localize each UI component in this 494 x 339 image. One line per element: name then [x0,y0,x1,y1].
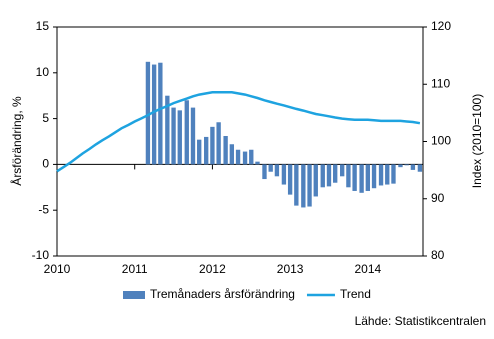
bar [359,164,364,193]
y2-tick-label: 110 [431,76,450,90]
bar [301,164,306,208]
y-tick-label: 0 [42,157,49,171]
bar [158,62,163,165]
source-note: Lähde: Statistikcentralen [355,314,486,328]
y-tick-label: -5 [38,202,49,216]
bar [326,164,332,187]
bar [216,122,221,165]
bar [255,161,260,165]
bar [352,164,357,191]
bar [417,164,423,172]
bar [385,164,390,185]
bar [249,149,254,165]
bar [287,164,293,195]
bar [165,95,170,165]
y-axis-label: Årsförändring, % [9,96,24,186]
bar [262,164,267,180]
y2-tick-label: 100 [431,134,451,148]
bar [404,164,409,166]
x-tick-label: 2012 [199,262,226,276]
bar [145,61,151,165]
bar [210,126,215,165]
bar [378,164,384,186]
bar [307,164,312,207]
bar [313,164,318,197]
bar [223,136,228,165]
bar [242,151,248,165]
legend-label: Trend [340,287,371,301]
bar [190,107,196,165]
bar [151,64,157,165]
y-tick-label: 15 [36,19,50,33]
bar [365,164,371,191]
bar [391,164,396,184]
bar [171,107,176,165]
trend-line [56,91,421,173]
y-tick-label: 5 [42,111,49,125]
y2-axis-label: Index (2010=100) [470,94,484,188]
bar [281,164,287,185]
x-tick-label: 2014 [354,262,381,276]
y2-tick-label: 80 [431,248,445,262]
x-tick-label: 2013 [277,262,304,276]
y-tick-label: -10 [32,248,50,262]
y2-tick-label: 120 [431,19,451,33]
legend-swatch [123,291,145,299]
y-tick-label: 10 [36,65,50,79]
bar [177,110,182,165]
bar [340,164,345,177]
bar [235,149,241,165]
bar [320,164,325,188]
x-tick-label: 2010 [44,262,71,276]
bar [229,144,235,165]
x-tick-label: 2011 [122,262,148,276]
legend-label: Tremånaders årsförändring [150,287,295,301]
bar [333,164,338,183]
bar [268,164,273,172]
y2-tick-label: 90 [431,191,445,205]
bar [410,164,416,170]
bar [371,164,377,189]
bar [346,164,351,188]
plot-frame [56,26,424,257]
bar [398,164,403,168]
bar [274,164,280,177]
bar [197,139,202,165]
bar [204,136,209,165]
bar [294,164,299,206]
bar [184,100,189,165]
